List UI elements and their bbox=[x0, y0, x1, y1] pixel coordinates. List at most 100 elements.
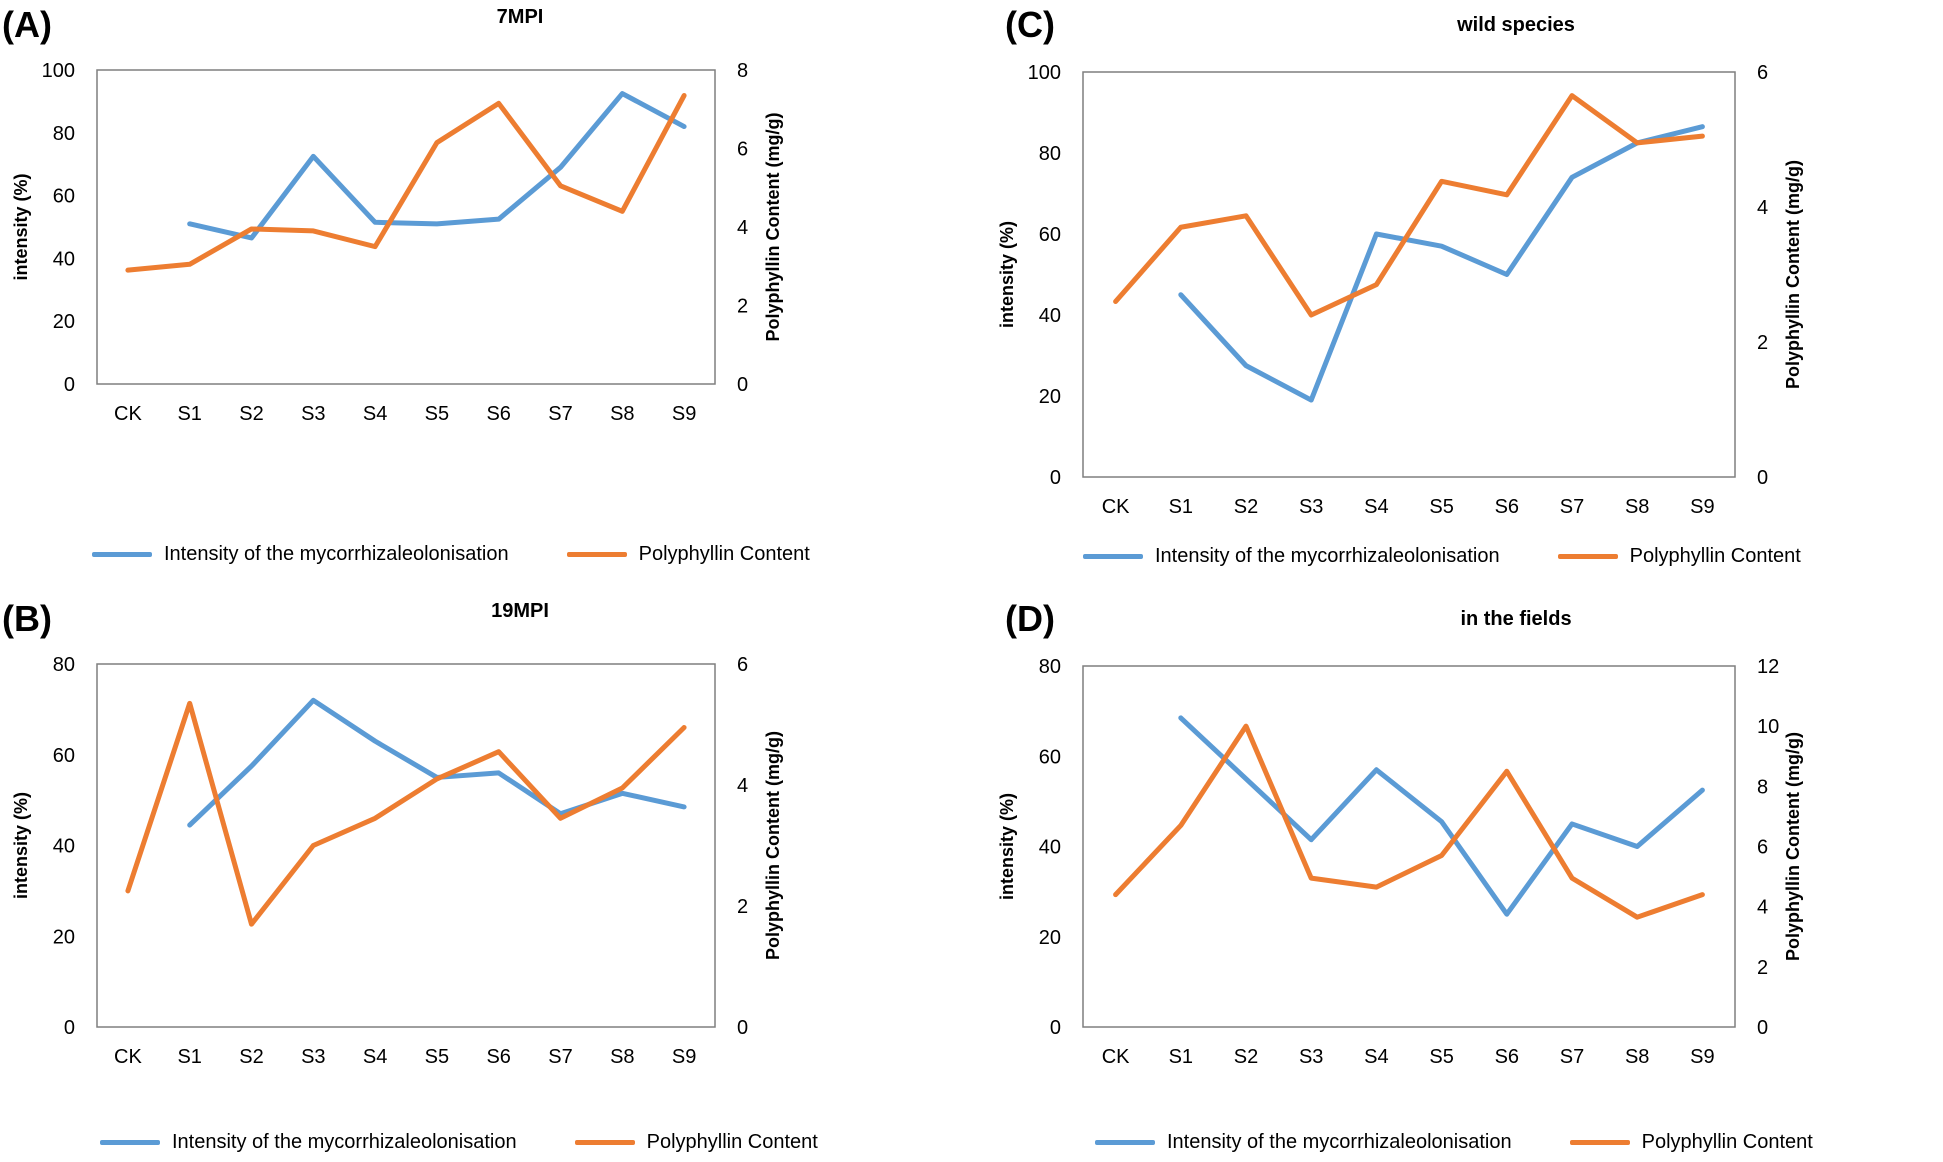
x-tick-label: S5 bbox=[425, 1046, 449, 1068]
chart-title: 19MPI bbox=[491, 600, 549, 622]
y-axis-title: intensity (%) bbox=[997, 793, 1017, 900]
series-line-intensity bbox=[187, 91, 687, 241]
plot-frame bbox=[96, 663, 716, 1028]
y-tick-label: 80 bbox=[53, 123, 75, 145]
legend-swatch-intensity bbox=[100, 1140, 160, 1145]
x-tick-label: S1 bbox=[177, 1046, 201, 1068]
legend-item-polyphyllin: Polyphyllin Content bbox=[1557, 545, 1801, 568]
y2-tick-label: 2 bbox=[1757, 332, 1768, 354]
legend: Intensity of the mycorrhizaleolonisation… bbox=[1083, 545, 1801, 568]
x-tick-label: S3 bbox=[301, 1046, 325, 1068]
x-tick-label: S9 bbox=[672, 403, 696, 425]
x-tick-label: S6 bbox=[486, 403, 510, 425]
y2-tick-label: 4 bbox=[1757, 197, 1768, 219]
y-tick-label: 80 bbox=[53, 654, 75, 676]
plot-frame bbox=[1082, 665, 1736, 1028]
chart-title: wild species bbox=[1457, 14, 1575, 36]
y-tick-label: 40 bbox=[1039, 305, 1061, 327]
legend-item-polyphyllin: Polyphyllin Content bbox=[574, 1131, 818, 1154]
series-line-polyphyllin bbox=[1113, 723, 1705, 920]
y2-tick-label: 0 bbox=[737, 374, 748, 396]
panel-d: (D) in the fields 0 20 40 60 80 0 2 4 6 8 10 12 CK S1… bbox=[975, 590, 1943, 1162]
legend-label: Intensity of the mycorrhizaleolonisation bbox=[164, 543, 509, 565]
x-tick-label: S7 bbox=[548, 403, 572, 425]
y-axis-title: intensity (%) bbox=[11, 792, 31, 899]
y2-tick-label: 4 bbox=[737, 217, 748, 239]
x-tick-label: S4 bbox=[1364, 1046, 1388, 1068]
legend-item-polyphyllin: Polyphyllin Content bbox=[566, 543, 810, 566]
y2-tick-label: 8 bbox=[737, 60, 748, 82]
x-tick-label: S3 bbox=[1299, 496, 1323, 518]
legend-item-intensity: Intensity of the mycorrhizaleolonisation bbox=[100, 1131, 517, 1154]
y-tick-label: 40 bbox=[53, 248, 75, 270]
series-line-intensity bbox=[187, 697, 687, 828]
y-tick-label: 100 bbox=[1028, 62, 1061, 84]
plot-frame bbox=[96, 69, 716, 385]
y-tick-label: 80 bbox=[1039, 143, 1061, 165]
series-line-polyphyllin bbox=[1113, 93, 1705, 318]
y-tick-label: 20 bbox=[53, 926, 75, 948]
y2-tick-label: 2 bbox=[737, 896, 748, 918]
panel-c: (C) wild species 0 20 40 60 80 100 0 2 4 6 CK S1 S2 S… bbox=[975, 0, 1943, 590]
chart-plot: 0 20 40 60 80 100 0 2 4 6 CK S1 S2 S3 S4 S5 S6 S7 S8 S9 inte… bbox=[997, 62, 1803, 518]
chart-title: in the fields bbox=[1460, 608, 1572, 630]
y-tick-label: 0 bbox=[1050, 467, 1061, 489]
y2-tick-label: 8 bbox=[1757, 776, 1768, 798]
y-tick-label: 0 bbox=[64, 1017, 75, 1039]
legend-label: Polyphyllin Content bbox=[1629, 545, 1801, 567]
x-tick-label: CK bbox=[114, 403, 142, 425]
x-tick-label: S6 bbox=[1495, 496, 1519, 518]
legend-swatch-polyphyllin bbox=[1569, 1140, 1630, 1145]
legend-label: Intensity of the mycorrhizaleolonisation bbox=[172, 1131, 517, 1153]
y-tick-label: 40 bbox=[53, 836, 75, 858]
y-tick-label: 20 bbox=[53, 311, 75, 333]
legend-swatch-polyphyllin bbox=[1557, 554, 1618, 559]
x-tick-label: S8 bbox=[610, 1046, 634, 1068]
y2-tick-label: 6 bbox=[1757, 837, 1768, 859]
y2-axis-title: Polyphyllin Content (mg/g) bbox=[763, 731, 783, 960]
plot-frame bbox=[1082, 71, 1736, 478]
x-tick-label: S2 bbox=[239, 403, 263, 425]
panel-letter: (A) bbox=[2, 4, 52, 45]
panel-letter: (D) bbox=[1005, 598, 1055, 639]
legend-item-intensity: Intensity of the mycorrhizaleolonisation bbox=[1095, 1131, 1512, 1154]
x-tick-label: CK bbox=[114, 1046, 142, 1068]
y-axis-title: intensity (%) bbox=[11, 173, 31, 280]
y-axis-title: intensity (%) bbox=[997, 221, 1017, 328]
legend-label: Intensity of the mycorrhizaleolonisation bbox=[1155, 545, 1500, 567]
y-tick-label: 100 bbox=[42, 60, 75, 82]
x-tick-label: S1 bbox=[1169, 496, 1193, 518]
legend-swatch-intensity bbox=[92, 552, 152, 557]
legend: Intensity of the mycorrhizaleolonisation… bbox=[1095, 1131, 1813, 1154]
x-tick-label: S3 bbox=[1299, 1046, 1323, 1068]
series-line-intensity bbox=[1178, 715, 1705, 917]
y2-tick-label: 4 bbox=[737, 775, 748, 797]
panel-letter: (B) bbox=[2, 598, 52, 639]
y-tick-label: 40 bbox=[1039, 837, 1061, 859]
y-tick-label: 60 bbox=[53, 186, 75, 208]
series-line-polyphyllin bbox=[125, 700, 687, 927]
legend: Intensity of the mycorrhizaleolonisation… bbox=[92, 543, 810, 566]
x-tick-label: S2 bbox=[1234, 496, 1258, 518]
x-tick-label: S3 bbox=[301, 403, 325, 425]
x-tick-label: S5 bbox=[1429, 1046, 1453, 1068]
x-tick-label: CK bbox=[1102, 496, 1130, 518]
y2-tick-label: 6 bbox=[737, 654, 748, 676]
x-tick-label: S6 bbox=[1495, 1046, 1519, 1068]
x-tick-label: S4 bbox=[363, 1046, 387, 1068]
x-tick-label: S5 bbox=[425, 403, 449, 425]
legend-item-intensity: Intensity of the mycorrhizaleolonisation bbox=[92, 543, 509, 566]
x-tick-label: S7 bbox=[548, 1046, 572, 1068]
x-tick-label: S9 bbox=[672, 1046, 696, 1068]
y2-axis-title: Polyphyllin Content (mg/g) bbox=[1783, 732, 1803, 961]
legend-swatch-polyphyllin bbox=[566, 552, 627, 557]
y-tick-label: 60 bbox=[1039, 746, 1061, 768]
y-tick-label: 60 bbox=[1039, 224, 1061, 246]
legend-label: Polyphyllin Content bbox=[646, 1131, 818, 1153]
series-line-polyphyllin bbox=[125, 93, 687, 273]
x-tick-label: CK bbox=[1102, 1046, 1130, 1068]
legend-label: Polyphyllin Content bbox=[1641, 1131, 1813, 1153]
y-tick-label: 20 bbox=[1039, 386, 1061, 408]
legend-label: Polyphyllin Content bbox=[638, 543, 810, 565]
panel-b: (B) 19MPI 0 20 40 60 80 0 2 4 6 CK S1 S2 S3 S4 S5 S6 S7 S… bbox=[0, 590, 975, 1162]
